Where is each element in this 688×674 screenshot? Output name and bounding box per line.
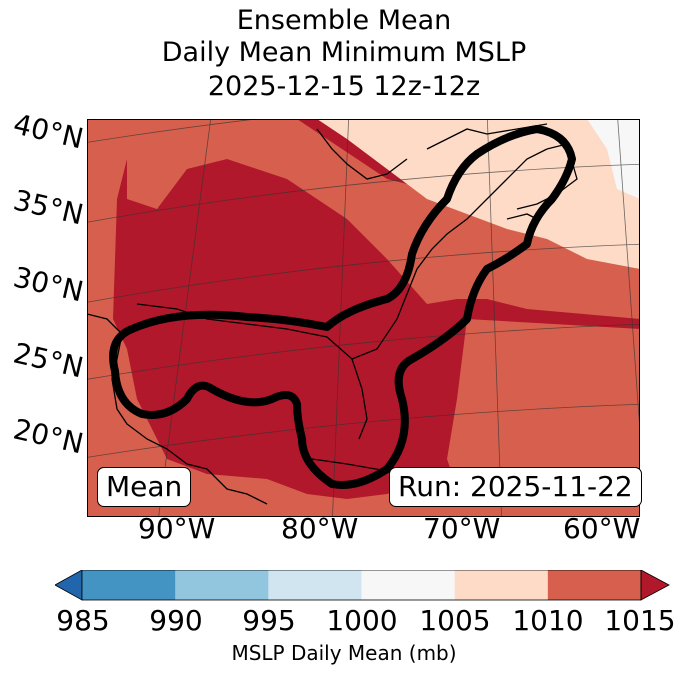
lat-label-25: 25°N xyxy=(10,336,87,385)
colorbar-under-triangle xyxy=(55,570,83,601)
lat-label-40: 40°N xyxy=(10,107,87,156)
colorbar-tick-985: 985 xyxy=(56,604,110,637)
colorbar-label: MSLP Daily Mean (mb) xyxy=(231,641,457,665)
colorbar xyxy=(55,570,670,601)
field-1000-1005 xyxy=(587,119,640,199)
field-1010-1015-north xyxy=(127,119,640,319)
map-panel xyxy=(87,119,640,517)
pressure-field-map xyxy=(87,119,640,517)
field-1005-1010 xyxy=(317,119,640,269)
colorbar-segment-985 xyxy=(82,570,176,600)
colorbar-tick-1015: 1015 xyxy=(604,604,676,637)
colorbar-tick-995: 995 xyxy=(242,604,296,637)
colorbar-frame xyxy=(81,570,642,601)
title-line-1: Ensemble Mean xyxy=(236,5,452,36)
colorbar-segment-1005 xyxy=(454,570,549,600)
highlight-contour xyxy=(109,125,576,489)
lat-label-30: 30°N xyxy=(10,260,87,309)
colorbar-tick-1005: 1005 xyxy=(419,604,491,637)
lon-label-70w: 70°W xyxy=(423,512,501,545)
lon-label-80w: 80°W xyxy=(281,512,359,545)
title-line-2: Daily Mean Minimum MSLP xyxy=(161,37,527,68)
colorbar-tick-1000: 1000 xyxy=(326,604,398,637)
run-date-box: Run: 2025-11-22 xyxy=(389,467,642,507)
colorbar-segments xyxy=(82,570,642,600)
lon-label-60w: 60°W xyxy=(563,512,641,545)
title-line-3: 2025-12-15 12z-12z xyxy=(207,71,481,102)
colorbar-segment-990 xyxy=(175,570,269,600)
lat-label-35: 35°N xyxy=(10,183,87,232)
lon-label-90w: 90°W xyxy=(138,512,216,545)
colorbar-tick-990: 990 xyxy=(149,604,203,637)
mean-label-box: Mean xyxy=(97,467,192,507)
colorbar-tick-1010: 1010 xyxy=(512,604,584,637)
colorbar-over-triangle xyxy=(640,570,670,601)
lat-label-20: 20°N xyxy=(10,412,87,461)
colorbar-segment-995 xyxy=(268,570,362,600)
colorbar-segment-1000 xyxy=(361,570,456,600)
colorbar-segment-1010 xyxy=(547,570,642,600)
